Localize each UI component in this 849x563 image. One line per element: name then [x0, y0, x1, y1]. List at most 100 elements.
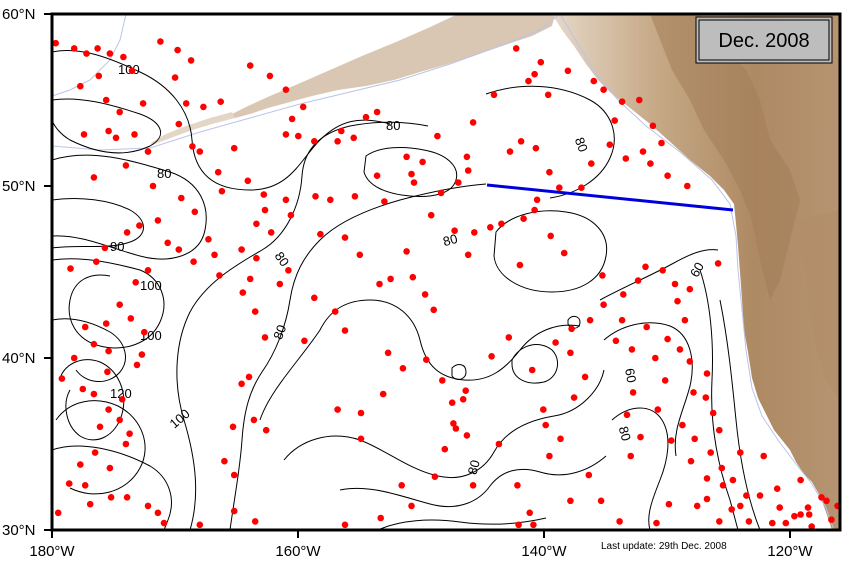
- float-dot: [703, 495, 711, 503]
- contour-label: 80: [441, 231, 459, 249]
- contour-label: 80: [157, 166, 171, 181]
- float-dot: [373, 108, 381, 116]
- float-dot: [141, 328, 148, 336]
- float-dot: [729, 476, 737, 484]
- float-dot: [136, 222, 143, 229]
- float-dot: [797, 511, 804, 518]
- float-dot: [642, 263, 649, 271]
- float-dot: [261, 206, 269, 214]
- float-dot: [90, 174, 98, 181]
- float-dot: [647, 160, 654, 167]
- float-dot: [301, 337, 308, 345]
- float-dot: [217, 98, 224, 105]
- float-dot: [196, 521, 204, 529]
- float-dot: [106, 50, 114, 57]
- float-dot: [357, 435, 365, 443]
- float-dot: [668, 437, 675, 444]
- float-dot: [564, 67, 572, 75]
- float-dot: [77, 82, 84, 90]
- float-dot: [133, 361, 141, 369]
- date-label: Dec. 2008: [718, 30, 809, 52]
- float-dot: [681, 316, 689, 324]
- float-dot: [95, 72, 103, 80]
- float-dot: [321, 534, 328, 541]
- float-dot: [674, 297, 681, 305]
- float-dot: [229, 423, 237, 431]
- float-dot: [106, 464, 114, 472]
- float-dot: [547, 232, 554, 240]
- float-dot: [654, 406, 662, 413]
- float-dot: [123, 229, 131, 236]
- contour-label: 60: [622, 367, 639, 384]
- float-dot: [567, 349, 574, 357]
- float-dot: [611, 117, 618, 124]
- float-dot: [686, 358, 694, 365]
- float-dot: [409, 273, 417, 281]
- northwest-coast-line: [559, 14, 835, 530]
- float-dot: [144, 148, 152, 155]
- float-dot: [251, 518, 259, 525]
- float-dot: [515, 521, 522, 529]
- float-dot: [230, 144, 238, 152]
- float-dot: [91, 449, 99, 456]
- float-dot: [691, 435, 698, 443]
- float-dot: [578, 184, 585, 191]
- float-dot: [362, 113, 370, 121]
- float-dot: [205, 236, 212, 243]
- float-dot: [520, 215, 527, 222]
- coastal-range-shading: [650, 14, 800, 300]
- float-dot: [317, 230, 324, 238]
- float-dot: [439, 377, 446, 384]
- float-dot: [218, 187, 226, 195]
- float-dot: [211, 251, 218, 259]
- float-dot: [773, 485, 781, 493]
- float-dot: [107, 494, 115, 501]
- lon-label-160w: 160°W: [275, 543, 321, 560]
- float-dot: [126, 430, 133, 438]
- float-dot: [544, 91, 552, 99]
- float-dot: [556, 184, 563, 191]
- float-dot: [408, 170, 415, 178]
- float-dot: [350, 134, 358, 142]
- float-dot: [487, 224, 494, 231]
- float-dot: [131, 131, 138, 138]
- float-dot: [427, 211, 435, 219]
- float-dot: [379, 390, 387, 398]
- float-dot: [590, 77, 598, 85]
- float-dot: [423, 356, 430, 364]
- float-dot: [112, 134, 120, 142]
- lat-label-60n: 60°N: [2, 6, 36, 23]
- float-dot: [776, 504, 783, 511]
- float-dot: [658, 139, 665, 147]
- float-dot: [80, 131, 88, 138]
- float-dot: [671, 280, 679, 288]
- float-dot: [101, 244, 109, 252]
- float-dot: [178, 194, 185, 202]
- float-dot: [643, 323, 650, 331]
- float-dot: [311, 138, 318, 145]
- float-dot: [282, 86, 290, 93]
- float-dot: [714, 260, 722, 267]
- float-dot: [357, 409, 365, 417]
- float-dot: [285, 267, 292, 274]
- float-dot: [398, 482, 406, 489]
- float-dot: [260, 191, 268, 198]
- float-dot: [488, 353, 495, 360]
- float-dot: [77, 461, 84, 468]
- float-dot: [160, 519, 168, 527]
- float-dot: [618, 98, 626, 105]
- contour-label-group: 100 80 90 100 100 120 100 80 80 80 80 80…: [110, 62, 707, 476]
- float-dot: [70, 45, 78, 52]
- float-dot: [403, 153, 410, 161]
- float-dot: [338, 127, 345, 135]
- float-dot: [760, 452, 767, 460]
- contour-label: 80: [616, 425, 634, 443]
- float-dot: [387, 275, 394, 283]
- float-dot: [419, 158, 426, 166]
- float-dot: [637, 433, 644, 441]
- float-dot: [266, 72, 274, 80]
- float-dot: [531, 70, 538, 78]
- float-dot: [684, 182, 691, 190]
- float-dot: [399, 365, 407, 372]
- contour-label: 100: [118, 62, 140, 77]
